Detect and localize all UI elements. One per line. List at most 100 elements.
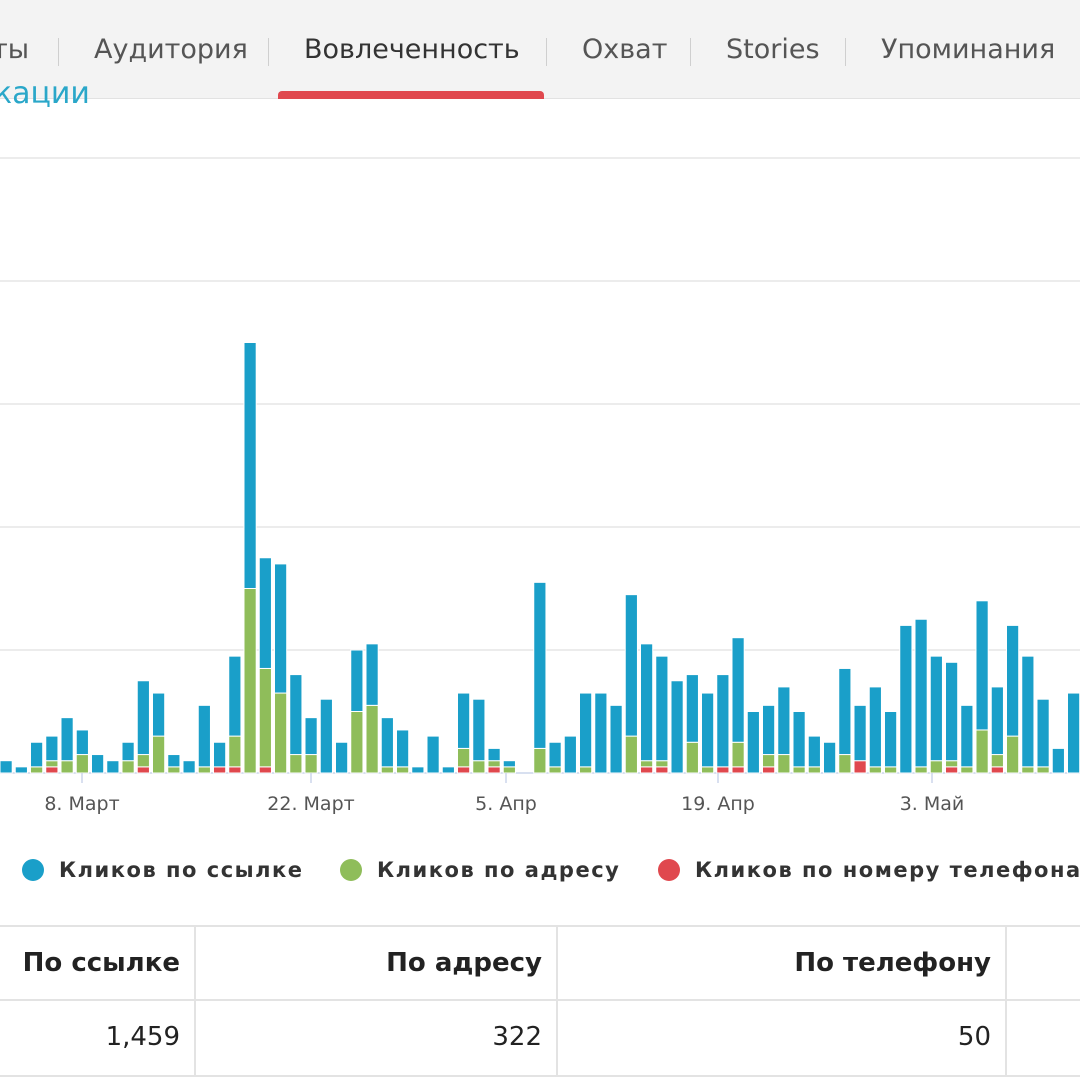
bar-link-clicks <box>990 686 1004 756</box>
tab-separator <box>845 38 846 66</box>
bar-link-clicks <box>1006 624 1020 737</box>
bar-link-clicks <box>365 643 379 706</box>
tab-separator <box>546 38 547 66</box>
bar-link-clicks <box>762 704 776 756</box>
table-header-link: По ссылке <box>22 948 180 978</box>
bar-address-clicks <box>152 735 166 774</box>
bar-address-clicks <box>975 729 989 774</box>
bar-address-clicks <box>30 766 44 774</box>
bar-link-clicks <box>335 741 349 774</box>
bar-phone-clicks <box>213 766 227 774</box>
bar-link-clicks <box>319 698 333 774</box>
bar-phone-clicks <box>228 766 242 774</box>
bar-phone-clicks <box>45 766 59 774</box>
bar-phone-clicks <box>731 766 745 774</box>
x-axis-tick-label: 22. Март <box>267 793 354 815</box>
tab-stories[interactable]: Stories <box>726 34 820 65</box>
bar-address-clicks <box>533 747 547 774</box>
bar-link-clicks <box>975 600 989 731</box>
bar-phone-clicks <box>136 766 150 774</box>
bar-address-clicks <box>685 741 699 774</box>
bar-address-clicks <box>945 760 959 768</box>
tab-mentions[interactable]: Упоминания <box>881 34 1056 65</box>
legend-dot-phone <box>658 859 680 881</box>
bar-link-clicks <box>289 674 303 756</box>
active-tab-indicator <box>278 91 544 99</box>
bar-link-clicks <box>121 741 135 762</box>
bar-link-clicks <box>655 655 669 762</box>
bar-address-clicks <box>197 766 211 774</box>
table-value-link: 1,459 <box>105 1022 180 1052</box>
legend-item-address-clicks[interactable]: Кликов по адресу <box>377 858 621 882</box>
bar-link-clicks <box>685 674 699 743</box>
bar-address-clicks <box>1021 766 1035 774</box>
bar-link-clicks <box>350 649 364 712</box>
bar-address-clicks <box>258 667 272 768</box>
bar-address-clicks <box>289 754 303 774</box>
tab-separator <box>690 38 691 66</box>
bar-link-clicks <box>411 766 425 774</box>
bar-phone-clicks <box>258 766 272 774</box>
bar-link-clicks <box>167 754 181 768</box>
table-row-divider <box>0 999 1080 1001</box>
bar-address-clicks <box>792 766 806 774</box>
tab-posts[interactable]: ты <box>0 34 30 65</box>
bar-address-clicks <box>380 766 394 774</box>
bar-link-clicks <box>502 760 516 768</box>
bar-link-clicks <box>701 692 715 768</box>
tab-reach[interactable]: Охват <box>582 34 668 65</box>
bar-link-clicks <box>579 692 593 768</box>
bar-address-clicks <box>121 760 135 774</box>
bar-link-clicks <box>91 754 105 774</box>
bar-address-clicks <box>45 760 59 768</box>
bar-phone-clicks <box>990 766 1004 774</box>
bar-phone-clicks <box>655 766 669 774</box>
bar-address-clicks <box>365 704 379 774</box>
bar-link-clicks <box>243 342 257 589</box>
bar-link-clicks <box>258 557 272 669</box>
bar-link-clicks <box>30 741 44 768</box>
tab-audience[interactable]: Аудитория <box>94 34 248 65</box>
bar-link-clicks <box>487 747 501 762</box>
table-value-address: 322 <box>492 1022 542 1052</box>
bar-link-clicks <box>441 766 455 774</box>
bar-phone-clicks <box>762 766 776 774</box>
bar-link-clicks <box>106 760 120 774</box>
bar-address-clicks <box>136 754 150 768</box>
bar-link-clicks <box>899 624 913 774</box>
bar-link-clicks <box>624 594 638 737</box>
x-axis-tick-label: 8. Март <box>44 793 119 815</box>
bar-address-clicks <box>624 735 638 774</box>
tab-engagement[interactable]: Вовлеченность <box>304 34 520 65</box>
bar-address-clicks <box>990 754 1004 768</box>
bar-address-clicks <box>274 692 288 774</box>
bar-link-clicks <box>75 729 89 756</box>
bar-link-clicks <box>197 704 211 768</box>
bar-link-clicks <box>838 667 852 756</box>
chart-legend: Кликов по ссылке Кликов по адресу Кликов… <box>0 852 1080 888</box>
bar-link-clicks <box>868 686 882 768</box>
bar-address-clicks <box>350 711 364 774</box>
bar-link-clicks <box>213 741 227 768</box>
bar-link-clicks <box>945 661 959 762</box>
bar-link-clicks <box>457 692 471 749</box>
table-column-divider <box>194 927 196 1075</box>
legend-item-link-clicks[interactable]: Кликов по ссылке <box>59 858 304 882</box>
bar-link-clicks <box>0 760 13 774</box>
bar-link-clicks <box>472 698 486 762</box>
bar-address-clicks <box>579 766 593 774</box>
bar-link-clicks <box>853 704 867 762</box>
bar-link-clicks <box>14 766 28 774</box>
bar-phone-clicks <box>716 766 730 774</box>
bar-link-clicks <box>640 643 654 762</box>
bar-address-clicks <box>1036 766 1050 774</box>
bar-address-clicks <box>457 747 471 768</box>
x-axis-tick-label: 3. Май <box>900 793 965 815</box>
section-title-link[interactable]: кации <box>0 76 90 111</box>
legend-item-phone-clicks[interactable]: Кликов по номеру телефона <box>695 858 1080 882</box>
x-axis-tick-label: 5. Апр <box>475 793 537 815</box>
tab-bar: ты Аудитория Вовлеченность Охват Stories… <box>0 0 1080 99</box>
bar-link-clicks <box>792 711 806 768</box>
bar-address-clicks <box>777 754 791 774</box>
bar-link-clicks <box>1036 698 1050 768</box>
